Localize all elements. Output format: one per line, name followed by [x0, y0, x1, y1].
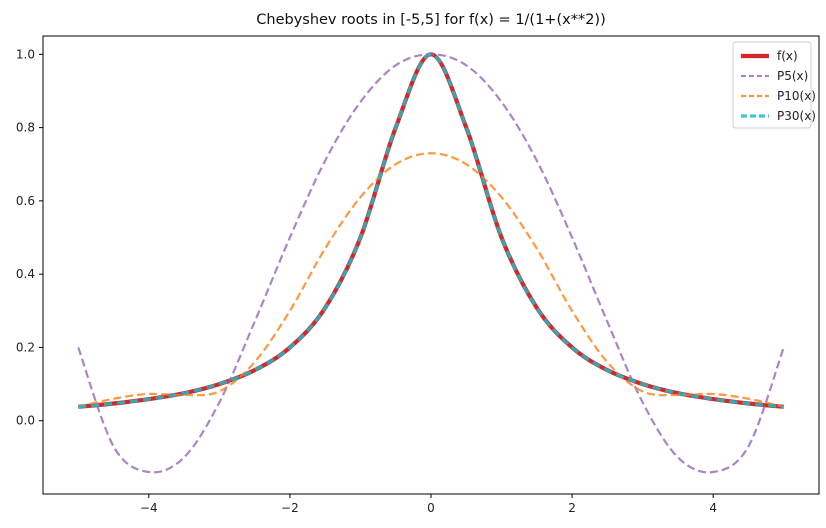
axes-frame [42, 35, 820, 495]
x-tick-label: 4 [709, 501, 717, 515]
axis-ticks: −4 −2 0 2 4 0.0 0.2 0.4 0.6 0.8 1.0 [16, 47, 717, 515]
y-tick-label: 0.6 [16, 194, 35, 208]
legend: f(x) P5(x) P10(x) P30(x) [732, 41, 816, 129]
series-line-p10x [78, 152, 784, 408]
series-line-p30x [78, 52, 784, 409]
legend-label: P10(x) [777, 89, 816, 103]
legend-box [732, 41, 812, 129]
y-tick-label: 0.0 [16, 414, 35, 428]
y-tick-label: 0.4 [16, 267, 35, 281]
y-tick-label: 0.2 [16, 340, 35, 354]
x-tick-label: 2 [568, 501, 576, 515]
x-tick-label: 0 [427, 501, 435, 515]
series-line-fx [78, 52, 784, 409]
y-tick-label: 0.8 [16, 121, 35, 135]
legend-label: P5(x) [777, 69, 808, 83]
legend-label: f(x) [777, 49, 798, 63]
plot-area [77, 52, 785, 474]
legend-label: P30(x) [777, 109, 816, 123]
series-line-p5x [77, 53, 785, 474]
x-tick-label: −4 [140, 501, 158, 515]
chart-title: Chebyshev roots in [-5,5] for f(x) = 1/(… [256, 12, 606, 28]
y-tick-label: 1.0 [16, 47, 35, 61]
x-tick-label: −2 [281, 501, 299, 515]
